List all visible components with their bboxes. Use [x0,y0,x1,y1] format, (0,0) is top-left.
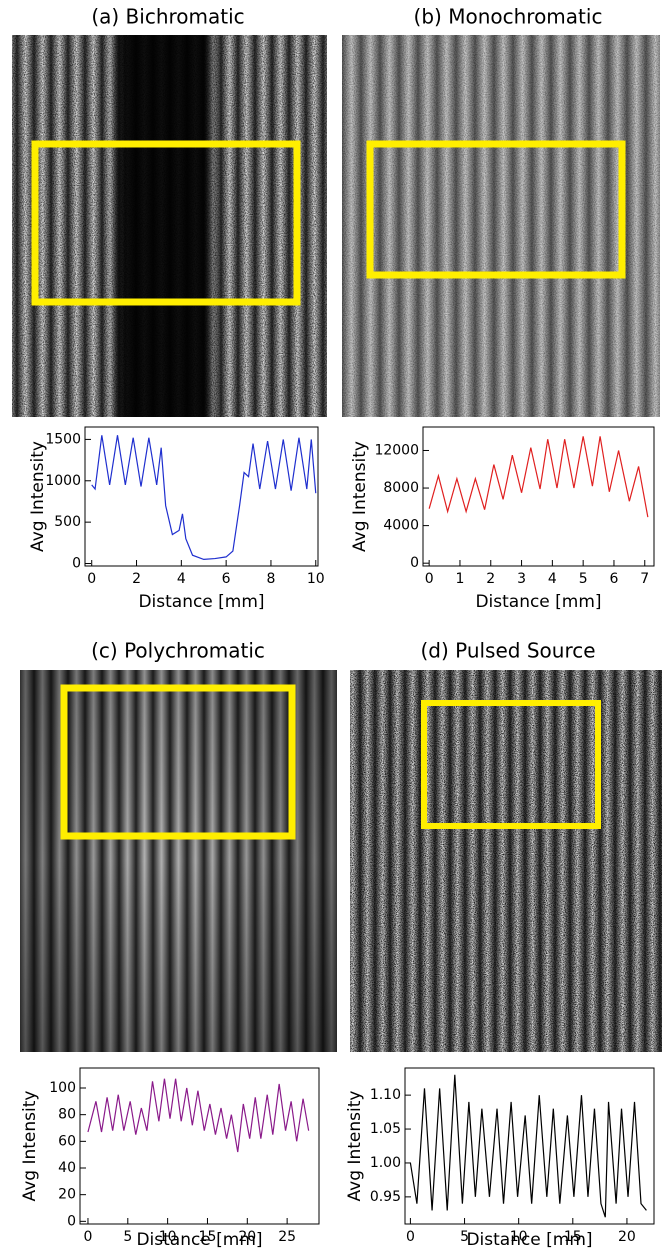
x-tick-label: 20 [238,1229,256,1245]
image-a [12,35,327,417]
x-tick-label: 1 [455,571,464,587]
y-tick-label: 100 [49,1080,76,1096]
y-tick-label: 1.05 [370,1121,401,1137]
panel-title: (d) Pulsed Source [420,639,595,663]
y-tick-label: 500 [54,514,81,530]
image-c [20,670,337,1052]
y-axis-label: Avg Intensity [20,1091,40,1202]
x-tick-label: 10 [307,571,325,587]
y-tick-label: 4000 [383,518,419,534]
image-b [342,35,660,417]
data-line [91,435,317,560]
y-tick-label: 0 [67,1213,76,1229]
x-tick-label: 8 [266,571,275,587]
y-axis-label: Avg Intensity [345,1091,365,1202]
y-tick-label: 1500 [45,431,81,447]
data-line [409,1074,647,1218]
x-axis-label: Distance [mm] [475,592,601,612]
x-tick-label: 15 [199,1229,217,1245]
image-d [350,670,662,1052]
x-tick-label: 7 [640,571,649,587]
panel-title: (b) Monochromatic [414,5,603,29]
x-tick-label: 2 [132,571,141,587]
x-axis-label: Distance [mm] [466,1230,592,1250]
y-tick-label: 0 [410,555,419,571]
y-axis-label: Avg Intensity [28,441,48,552]
x-tick-label: 5 [123,1229,132,1245]
plot-frame [422,426,655,567]
x-tick-label: 10 [159,1229,177,1245]
y-tick-label: 80 [58,1107,76,1123]
x-tick-label: 0 [406,1229,415,1245]
plot-frame [84,426,319,567]
x-tick-label: 6 [222,571,231,587]
y-tick-label: 1.10 [370,1087,401,1103]
x-tick-label: 6 [609,571,618,587]
plot-frame [404,1067,655,1225]
y-axis-label: Avg Intensity [350,441,370,552]
x-tick-label: 4 [548,571,557,587]
x-tick-label: 0 [87,571,96,587]
x-tick-label: 20 [618,1229,636,1245]
x-axis-label: Distance [mm] [138,592,264,612]
y-tick-label: 40 [58,1160,76,1176]
y-tick-label: 8000 [383,480,419,496]
x-tick-label: 0 [84,1229,93,1245]
plot-frame [79,1067,320,1225]
data-line [87,1078,310,1153]
x-axis-label: Distance [mm] [136,1230,262,1250]
panel-title: (c) Polychromatic [91,639,265,663]
y-tick-label: 60 [58,1133,76,1149]
x-tick-label: 5 [460,1229,469,1245]
x-tick-label: 3 [517,571,526,587]
y-tick-label: 12000 [374,442,419,458]
x-tick-label: 2 [486,571,495,587]
x-tick-label: 25 [278,1229,296,1245]
x-tick-label: 0 [425,571,434,587]
y-tick-label: 0 [72,556,81,572]
y-tick-label: 1.00 [370,1155,401,1171]
x-tick-label: 15 [564,1229,582,1245]
x-tick-label: 10 [510,1229,528,1245]
y-tick-label: 0.95 [370,1189,401,1205]
data-line [428,436,649,518]
panel-title: (a) Bichromatic [91,5,244,29]
y-tick-label: 20 [58,1187,76,1203]
y-tick-label: 1000 [45,473,81,489]
x-tick-label: 4 [177,571,186,587]
x-tick-label: 5 [579,571,588,587]
